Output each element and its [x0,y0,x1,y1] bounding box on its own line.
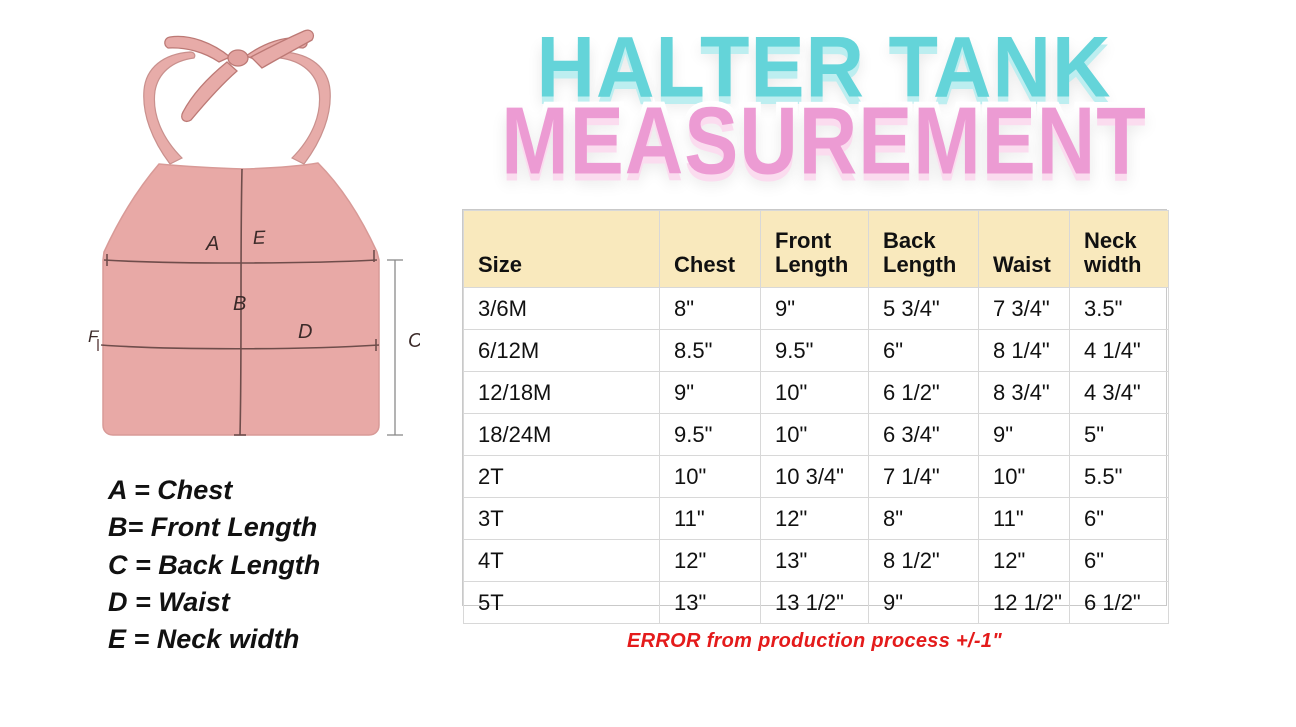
svg-text:C: C [408,330,420,352]
svg-text:D: D [298,321,312,343]
svg-text:A: A [205,233,219,255]
svg-text:B: B [233,293,246,315]
svg-text:E: E [252,228,266,249]
svg-text:F: F [88,327,100,346]
